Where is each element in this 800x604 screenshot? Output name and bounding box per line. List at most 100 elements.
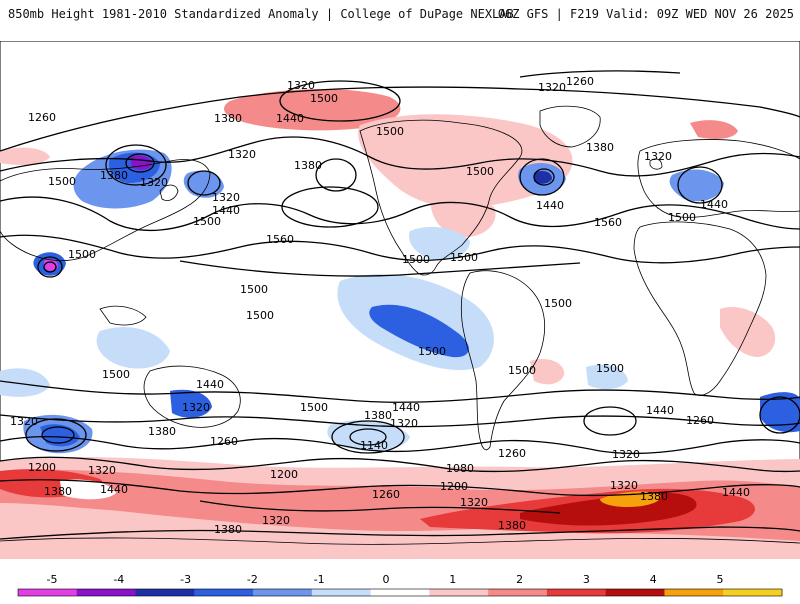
indian-ocean-neg xyxy=(0,368,50,397)
greenland-outline xyxy=(539,105,601,148)
colorbar-tick-label: -4 xyxy=(113,573,124,586)
label-1320-g: 1320 xyxy=(182,401,210,414)
label-1320-b: 1320 xyxy=(538,81,566,94)
label-1440-f: 1440 xyxy=(392,401,420,414)
label-1500-l: 1500 xyxy=(544,297,572,310)
east-pacific-neg-core xyxy=(369,304,469,358)
label-1440-h: 1440 xyxy=(100,483,128,496)
colorbar-segment xyxy=(311,589,372,596)
label-1320-j: 1320 xyxy=(612,448,640,461)
colorbar-segment xyxy=(253,589,313,596)
label-1500-q: 1500 xyxy=(300,401,328,414)
low-s-indian xyxy=(759,396,800,434)
label-1260-b: 1260 xyxy=(28,111,56,124)
low-s-pacific-mid-inner xyxy=(349,428,387,446)
low-europe xyxy=(677,166,723,204)
low-kamchatka xyxy=(187,170,221,196)
colorbar-tick-label: 2 xyxy=(516,573,523,586)
anomaly-map: 1320 1320 1260 1260 1500 1440 1380 1500 … xyxy=(0,41,800,559)
label-1380-d: 1380 xyxy=(100,169,128,182)
label-1320-a: 1320 xyxy=(287,79,315,92)
contour-1440-south xyxy=(0,414,800,428)
south-america-outline xyxy=(460,270,545,451)
colorbar-tick-label: 4 xyxy=(650,573,657,586)
label-1140-a: 1140 xyxy=(360,439,388,452)
colorbar-segment xyxy=(605,589,665,596)
south-america-pos xyxy=(530,358,565,385)
label-1320-l: 1320 xyxy=(610,479,638,492)
contour-1320-south xyxy=(0,456,800,473)
low-east-asia-inner xyxy=(125,153,155,173)
colorbar-segment xyxy=(488,589,548,596)
indonesia-outline xyxy=(99,305,147,326)
south-atlantic-neg xyxy=(586,364,628,390)
label-1500-i: 1500 xyxy=(450,251,478,264)
low-w-pacific-inner xyxy=(43,261,57,273)
label-1500-g: 1500 xyxy=(68,248,96,261)
header-bar: 850mb Height 1981-2010 Standardized Anom… xyxy=(0,0,800,30)
label-1440-d: 1440 xyxy=(700,198,728,211)
label-1380-h: 1380 xyxy=(640,490,668,503)
label-1500-c: 1500 xyxy=(48,175,76,188)
label-1440-a: 1440 xyxy=(276,112,304,125)
label-1260-c: 1260 xyxy=(686,414,714,427)
label-1500-p: 1500 xyxy=(596,362,624,375)
label-1500-h: 1500 xyxy=(402,253,430,266)
contour-1500-south xyxy=(0,380,800,403)
low-atlantic-inner xyxy=(533,168,555,186)
label-1500-e: 1500 xyxy=(193,215,221,228)
colorbar-svg: -5 -4 -3 -2 -1 0 1 2 3 4 5 xyxy=(17,573,783,597)
label-1440-c: 1440 xyxy=(536,199,564,212)
label-1500-n: 1500 xyxy=(102,368,130,381)
contour-labels: 1320 1320 1260 1260 1500 1440 1380 1500 … xyxy=(10,75,750,536)
label-1380-g: 1380 xyxy=(44,485,72,498)
europe-pos xyxy=(690,120,738,139)
colorbar-tick-labels: -5 -4 -3 -2 -1 0 1 2 3 4 5 xyxy=(47,573,724,586)
label-1500-b: 1500 xyxy=(376,125,404,138)
north-america-pos xyxy=(358,114,573,208)
label-1380-j: 1380 xyxy=(214,523,242,536)
label-1320-h: 1320 xyxy=(390,417,418,430)
colorbar-segment xyxy=(135,589,195,596)
colorbar-segment xyxy=(194,589,254,596)
colorbar-tick-label: -2 xyxy=(247,573,258,586)
low-w-pacific xyxy=(37,256,63,278)
colorbar-segment xyxy=(76,589,137,596)
colorbar-outline xyxy=(17,588,783,597)
label-1320-e: 1320 xyxy=(140,176,168,189)
label-1500-d: 1500 xyxy=(466,165,494,178)
colorbar-tick-label: -5 xyxy=(47,573,58,586)
label-1320-n: 1320 xyxy=(262,514,290,527)
label-1500-a: 1500 xyxy=(310,92,338,105)
colorbar-bar xyxy=(17,588,783,597)
low-s-atlantic xyxy=(583,406,637,436)
coastlines xyxy=(0,105,800,545)
label-1440-i: 1440 xyxy=(722,486,750,499)
label-1500-m: 1500 xyxy=(418,345,446,358)
contour-1200 xyxy=(199,500,561,514)
label-1500-o: 1500 xyxy=(508,364,536,377)
label-1320-c: 1320 xyxy=(644,150,672,163)
label-1500-j: 1500 xyxy=(240,283,268,296)
label-1200-a: 1200 xyxy=(28,461,56,474)
label-1320-d: 1320 xyxy=(228,148,256,161)
label-1380-f: 1380 xyxy=(148,425,176,438)
label-1320-i: 1320 xyxy=(10,415,38,428)
contour-1500-north xyxy=(0,234,800,264)
colorbar-segment xyxy=(664,589,724,596)
label-1500-f: 1500 xyxy=(668,211,696,224)
label-1380-c: 1380 xyxy=(294,159,322,172)
colorbar-segment xyxy=(18,589,78,596)
label-1080-a: 1080 xyxy=(446,462,474,475)
north-america-outline xyxy=(359,119,523,276)
label-1440-g: 1440 xyxy=(646,404,674,417)
chart-title: 850mb Height 1981-2010 Standardized Anom… xyxy=(8,7,514,21)
map-svg: 1320 1320 1260 1260 1500 1440 1380 1500 … xyxy=(0,41,800,559)
label-1320-m: 1320 xyxy=(460,496,488,509)
colorbar-tick-label: -3 xyxy=(180,573,191,586)
label-1320-f: 1320 xyxy=(212,191,240,204)
height-contours xyxy=(0,70,800,540)
label-1500-k: 1500 xyxy=(246,309,274,322)
low-s-pacific-mid xyxy=(331,420,405,454)
asia-outline xyxy=(0,159,211,261)
